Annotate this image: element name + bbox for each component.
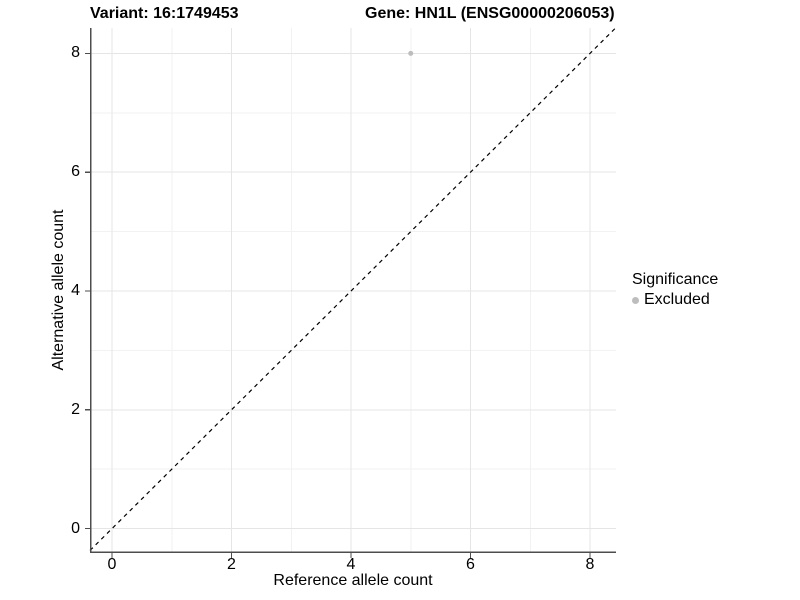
y-tick-label: 4 — [71, 282, 80, 299]
legend-point-icon — [632, 296, 639, 304]
legend: Significance Excluded — [632, 271, 718, 309]
y-tick-label: 8 — [71, 44, 80, 62]
data-point — [408, 50, 414, 56]
x-axis-title: Reference allele count — [273, 572, 433, 589]
identity-dashed-line — [89, 27, 617, 551]
legend-title: Significance — [632, 271, 719, 288]
y-tick-label: 2 — [71, 400, 80, 418]
y-tick-label: 0 — [71, 519, 80, 537]
plot-panel — [85, 27, 617, 558]
y-axis-tick-labels: 0 2 4 6 8 — [0, 28, 82, 553]
scatter-plot-svg — [85, 27, 617, 558]
plot-title-variant: Variant: 16:1749453 — [90, 5, 239, 22]
legend-item-label: Excluded — [644, 291, 710, 308]
plot-title-gene: Gene: HN1L (ENSG00000206053) — [365, 5, 615, 22]
legend-item-excluded: Excluded — [632, 291, 718, 309]
y-tick-label: 6 — [71, 163, 80, 181]
y-axis-title: Alternative allele count — [50, 209, 67, 371]
